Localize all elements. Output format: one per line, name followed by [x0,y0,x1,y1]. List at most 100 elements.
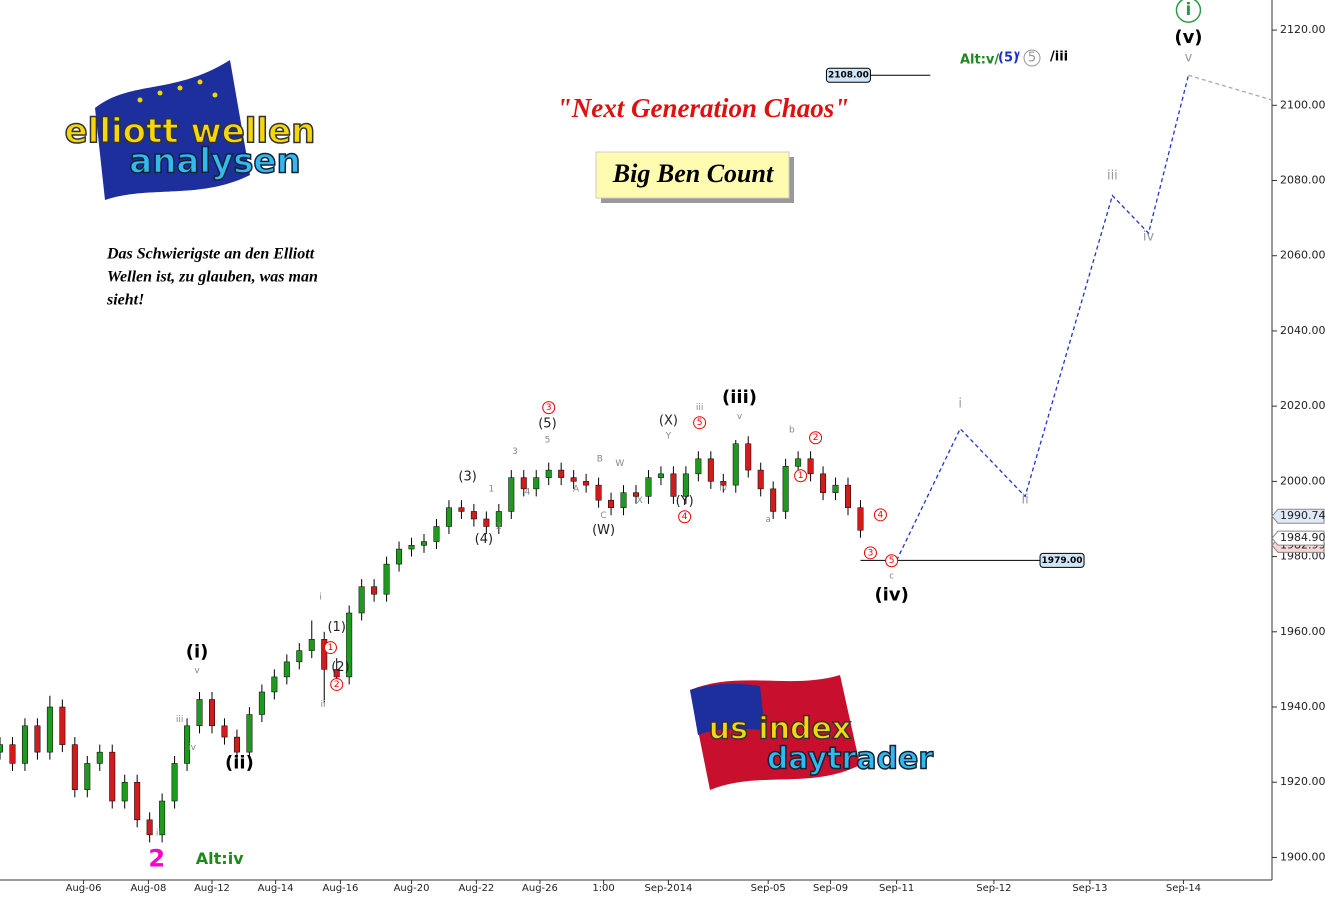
wave-label: (iv) [874,585,908,606]
logo-text: daytrader [767,742,934,777]
candle-body [59,706,66,745]
candle-body [46,706,53,753]
wave-label: 2 [813,433,819,443]
logo-text: analysen [129,142,300,182]
candle-body [558,469,565,478]
candle-body [633,492,639,497]
wave-label: 2 [148,844,165,872]
flag-stars [137,79,218,103]
candle-body [308,639,315,651]
wave-label: 1 [798,471,804,481]
y-tick-label: 2080.00 [1280,174,1325,187]
candle-body [608,499,615,508]
candle-body [246,714,253,753]
wave-circle [885,554,899,568]
candle-body [346,612,353,678]
x-tick-label: Sep-05 [751,883,786,894]
candle-body [171,763,178,802]
candle-body [146,819,153,836]
candle-body [657,473,664,478]
candle-body [795,458,802,467]
wave-label: W [615,459,624,469]
flag [95,60,250,200]
wave-label: 5 [889,556,895,566]
wave-circle [323,641,337,655]
wave-label: 3 [546,403,552,413]
y-tick-label: 2060.00 [1280,249,1325,262]
candle-body [408,545,415,550]
projection-line [896,75,1190,561]
wave-circle [542,401,556,415]
x-tick-label: Sep-12 [976,883,1011,894]
wave-label: (1) [327,620,345,635]
level-label: 1979.00 [1042,556,1083,566]
wave-label: (4) [475,532,493,547]
candle-body [458,507,465,512]
x-tick-label: Aug-06 [66,883,102,894]
candle-body [645,477,652,497]
price-tag-label: 1984.90 [1280,531,1325,544]
wave-circle [693,416,707,430]
y-tick-label: 1960.00 [1280,625,1325,638]
candle-body [184,725,191,764]
candle-body [508,477,515,512]
candle-body [857,507,864,531]
wave-label: iii [1107,169,1118,184]
wave-label: B [597,454,603,464]
y-tick-label: 2120.00 [1280,23,1325,36]
candle-body [258,691,265,715]
candle-body [283,661,290,678]
wave-label: a [765,515,771,525]
wave-label: 5 [697,418,703,428]
wave-circle [863,546,877,560]
candle-body [109,751,116,802]
x-tick-label: Sep-09 [813,883,848,894]
wave-label: 3 [868,548,874,558]
price-tag-label: 1990.74 [1280,509,1325,522]
alt-count-part: / [1015,51,1020,66]
y-tick-label: 2040.00 [1280,324,1325,337]
candle-body [757,469,764,490]
y-tick-label: 2020.00 [1280,399,1325,412]
y-tick-label: 2100.00 [1280,98,1325,111]
candle-body [296,650,303,663]
quote-line: sieht! [106,292,144,309]
logo-text: elliott wellen [65,112,316,152]
candle-body [845,484,851,508]
wave-label: 3 [512,447,518,457]
x-tick-label: Sep-11 [879,883,914,894]
candle-body [21,725,28,764]
flag-canton [690,683,765,735]
alt-count-part: 5 [1028,51,1036,66]
wave-label: ii [1021,492,1028,507]
candle-body [470,511,477,520]
candle-body [134,781,141,821]
wave-label: b [789,425,795,435]
alt-count-part: /iii [1050,50,1068,65]
candle-body [221,725,228,738]
subtitle: Big Ben Count [612,159,774,188]
wave-label: (W) [592,523,615,538]
wave-circle [1175,0,1202,23]
wave-circle [330,677,344,691]
candle-body [433,526,440,542]
wave-circle [873,508,887,522]
wave-label: (iii) [722,387,757,408]
candle-body [233,736,240,753]
wave-label: 4 [525,487,531,497]
wave-label: 5 [545,436,551,446]
candle-body [159,800,166,836]
alt-count-part: (5) [998,51,1019,66]
wave-label: 4 [682,512,688,522]
alt-count-part: Alt:v/ [960,53,999,68]
logo-text: us index [709,712,851,747]
candle-body [807,458,814,475]
candle-body [209,699,215,727]
wave-label: i [958,396,962,411]
candle-body [421,541,427,546]
candle-body [583,481,590,486]
wave-label: (3) [458,469,476,484]
level-box [1039,552,1085,568]
wave-label: 2 [496,522,502,532]
